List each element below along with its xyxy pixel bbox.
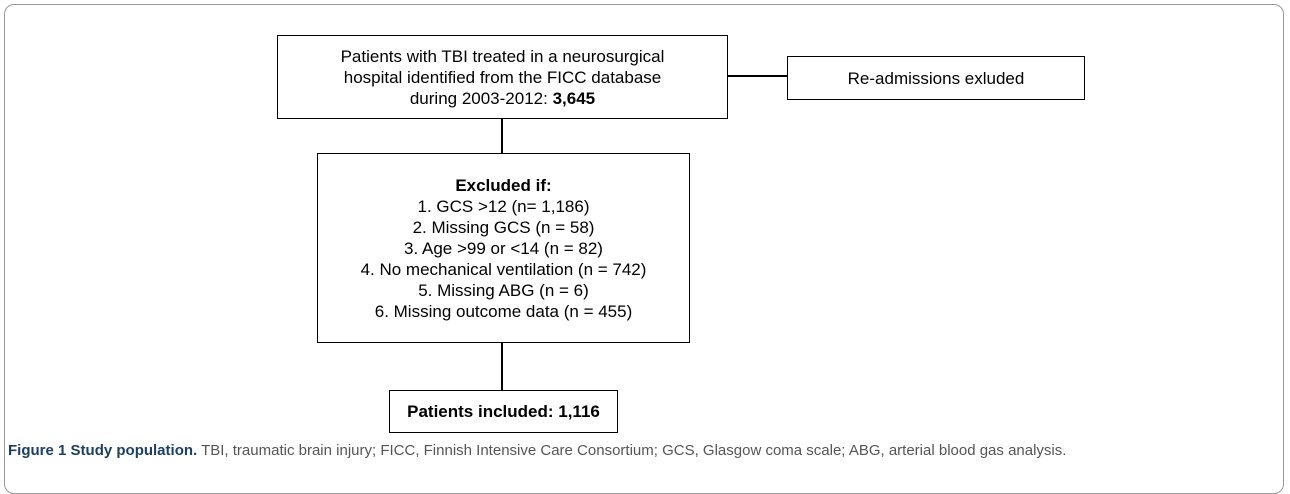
result-box: Patients included: 1,116 [389,390,618,433]
side-box: Re-admissions exluded [787,56,1085,100]
connector [501,118,503,154]
caption-text: TBI, traumatic brain injury; FICC, Finni… [201,442,1067,459]
text-line: 2. Missing GCS (n = 58) [412,217,595,237]
text-line: 1. GCS >12 (n= 1,186) [417,196,590,216]
text-line: during 2003-2012: 3,645 [410,88,595,109]
source-box: Patients with TBI treated in a neurosurg… [277,35,728,119]
text-line: 6. Missing outcome data (n = 455) [374,301,633,321]
text-line: 4. No mechanical ventilation (n = 742) [360,259,647,279]
text-line: 5. Missing ABG (n = 6) [418,280,589,300]
text: during 2003-2012: [409,88,548,108]
text-line: hospital identified from the FICC databa… [343,67,662,87]
connector [501,342,503,390]
connector [727,75,787,77]
text-line: 3. Age >99 or <14 (n = 82) [404,238,603,258]
exclusion-box: Excluded if: 1. GCS >12 (n= 1,186) 2. Mi… [317,153,690,343]
count: 3,645 [552,88,596,108]
text-line: Patients included: 1,116 [407,402,600,421]
caption: Figure 1 Study population. TBI, traumati… [8,440,1168,462]
caption-label: Figure 1 [8,442,67,459]
heading: Excluded if: [455,175,552,195]
caption-title: Study population. [70,442,198,459]
text-line: Patients with TBI treated in a neurosurg… [340,46,665,66]
text-line: Re-admissions exluded [847,68,1025,88]
